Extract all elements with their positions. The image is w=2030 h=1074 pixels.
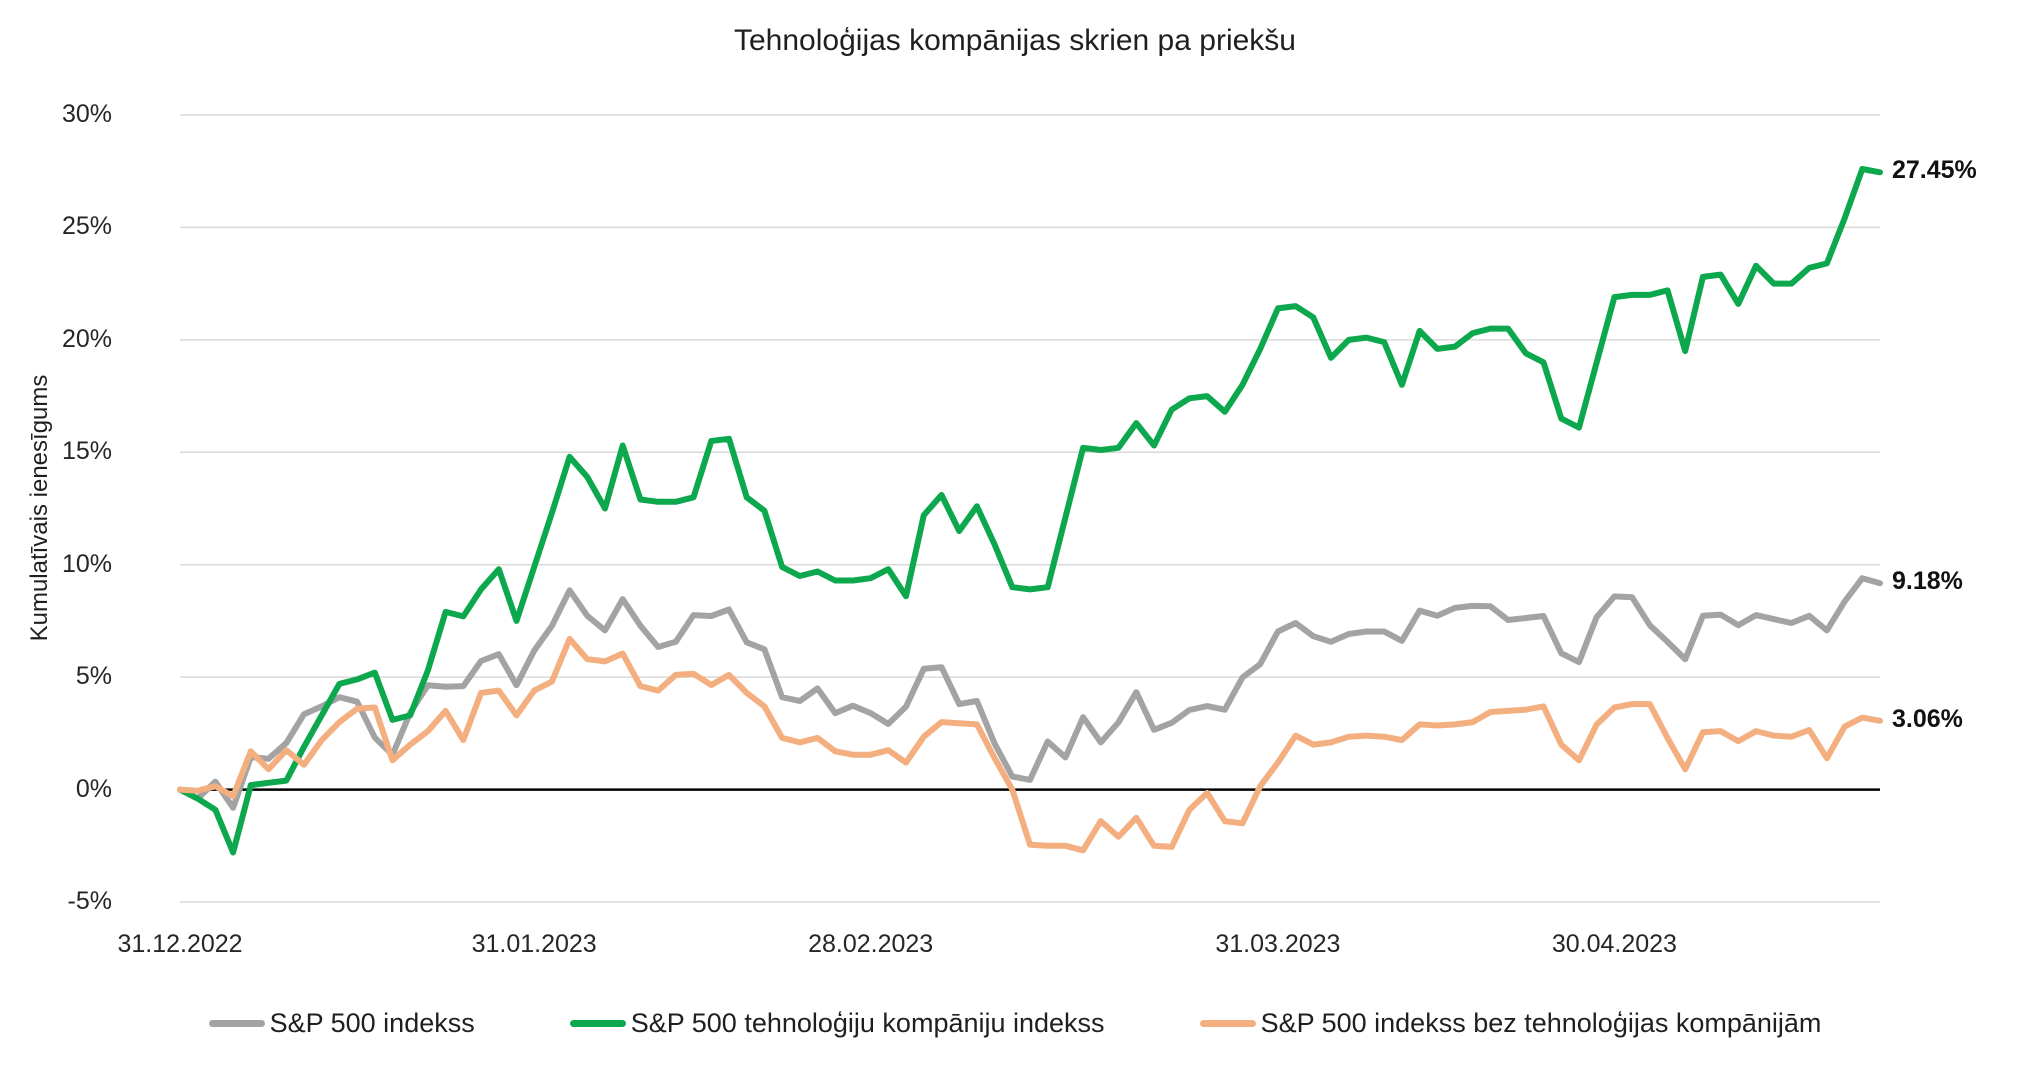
legend-marker-icon bbox=[208, 1020, 265, 1027]
legend-marker-icon bbox=[569, 1020, 626, 1027]
y-tick-label: 5% bbox=[75, 662, 112, 691]
chart-title: Tehnoloģijas kompānijas skrien pa priekš… bbox=[734, 24, 1296, 57]
y-tick-label: 15% bbox=[61, 437, 112, 466]
y-tick-label: 20% bbox=[61, 324, 112, 353]
x-tick-label: 30.04.2023 bbox=[1551, 930, 1677, 958]
x-tick-label: 31.12.2022 bbox=[117, 930, 243, 958]
x-tick-label: 31.01.2023 bbox=[471, 930, 597, 958]
x-tick-label: 28.02.2023 bbox=[808, 930, 934, 958]
legend-marker-icon bbox=[1199, 1020, 1256, 1027]
series-line-tech bbox=[177, 166, 1883, 856]
legend-item-label: S&P 500 indekss bbox=[269, 1008, 475, 1038]
y-tick-label: 0% bbox=[75, 774, 112, 803]
y-tick-label: -5% bbox=[67, 887, 112, 915]
series-line-ex_tech bbox=[177, 635, 1883, 854]
legend-item-label: S&P 500 indekss bez tehnoloģijas kompāni… bbox=[1260, 1008, 1822, 1038]
legend-item-ex-tech: S&P 500 indekss bez tehnoloģijas kompāni… bbox=[1199, 1008, 1822, 1039]
series-end-label-tech: 27.45% bbox=[1892, 156, 1977, 185]
y-tick-label: 30% bbox=[61, 100, 112, 128]
legend-item-tech: S&P 500 tehnoloģiju kompāniju indekss bbox=[569, 1008, 1105, 1039]
series-end-label-sp500: 9.18% bbox=[1892, 567, 1963, 596]
legend-item-sp500: S&P 500 indekss bbox=[208, 1008, 475, 1039]
y-tick-label: 25% bbox=[61, 212, 112, 241]
y-tick-label: 10% bbox=[61, 549, 112, 578]
legend-item-label: S&P 500 tehnoloģiju kompāniju indekss bbox=[630, 1008, 1105, 1038]
chart-legend: S&P 500 indekss S&P 500 tehnoloģiju komp… bbox=[0, 1008, 2030, 1039]
series-end-label-ex-tech: 3.06% bbox=[1892, 704, 1963, 733]
series-line-sp500 bbox=[177, 575, 1883, 811]
x-tick-label: 31.03.2023 bbox=[1215, 930, 1341, 958]
